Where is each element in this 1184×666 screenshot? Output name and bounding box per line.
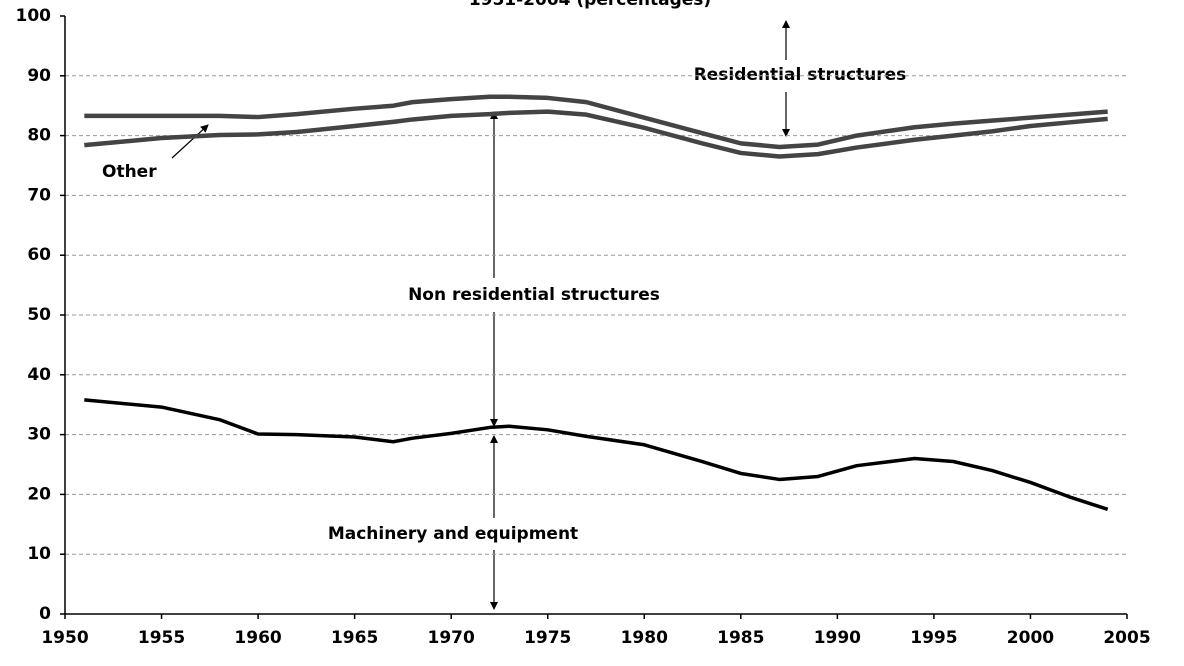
y-tick-label: 50 xyxy=(27,305,51,325)
x-tick-label: 1985 xyxy=(717,628,764,648)
y-tick-label: 80 xyxy=(27,126,51,146)
series-line xyxy=(84,94,1108,150)
y-tick-label: 20 xyxy=(27,484,51,504)
x-tick-label: 1990 xyxy=(814,628,861,648)
annotation: Machinery and equipment xyxy=(328,524,578,544)
x-tick-label: 1965 xyxy=(331,628,378,648)
x-tick-label: 1970 xyxy=(428,628,475,648)
y-tick-label: 90 xyxy=(27,66,51,86)
y-tick-label: 30 xyxy=(27,425,51,445)
annotation: Residential structures xyxy=(694,65,907,85)
y-tick-label: 0 xyxy=(39,604,51,624)
series-line xyxy=(84,109,1108,159)
x-tick-label: 1955 xyxy=(138,628,185,648)
x-tick-label: 1980 xyxy=(621,628,668,648)
x-tick-label: 1950 xyxy=(41,628,88,648)
chart-title: 1951-2004 (percentages) xyxy=(469,0,711,10)
y-tick-label: 10 xyxy=(27,544,51,564)
x-tick-label: 1995 xyxy=(910,628,957,648)
y-tick-label: 100 xyxy=(16,6,52,26)
x-tick-label: 1975 xyxy=(524,628,571,648)
y-tick-label: 40 xyxy=(27,365,51,385)
x-tick-label: 1960 xyxy=(234,628,281,648)
y-tick-label: 60 xyxy=(27,245,51,265)
x-tick-label: 2000 xyxy=(1007,628,1054,648)
annotation: Non residential structures xyxy=(408,285,660,305)
y-tick-label: 70 xyxy=(27,185,51,205)
series-line xyxy=(84,398,1109,512)
x-tick-label: 2005 xyxy=(1103,628,1150,648)
annotation: Other xyxy=(102,162,157,182)
